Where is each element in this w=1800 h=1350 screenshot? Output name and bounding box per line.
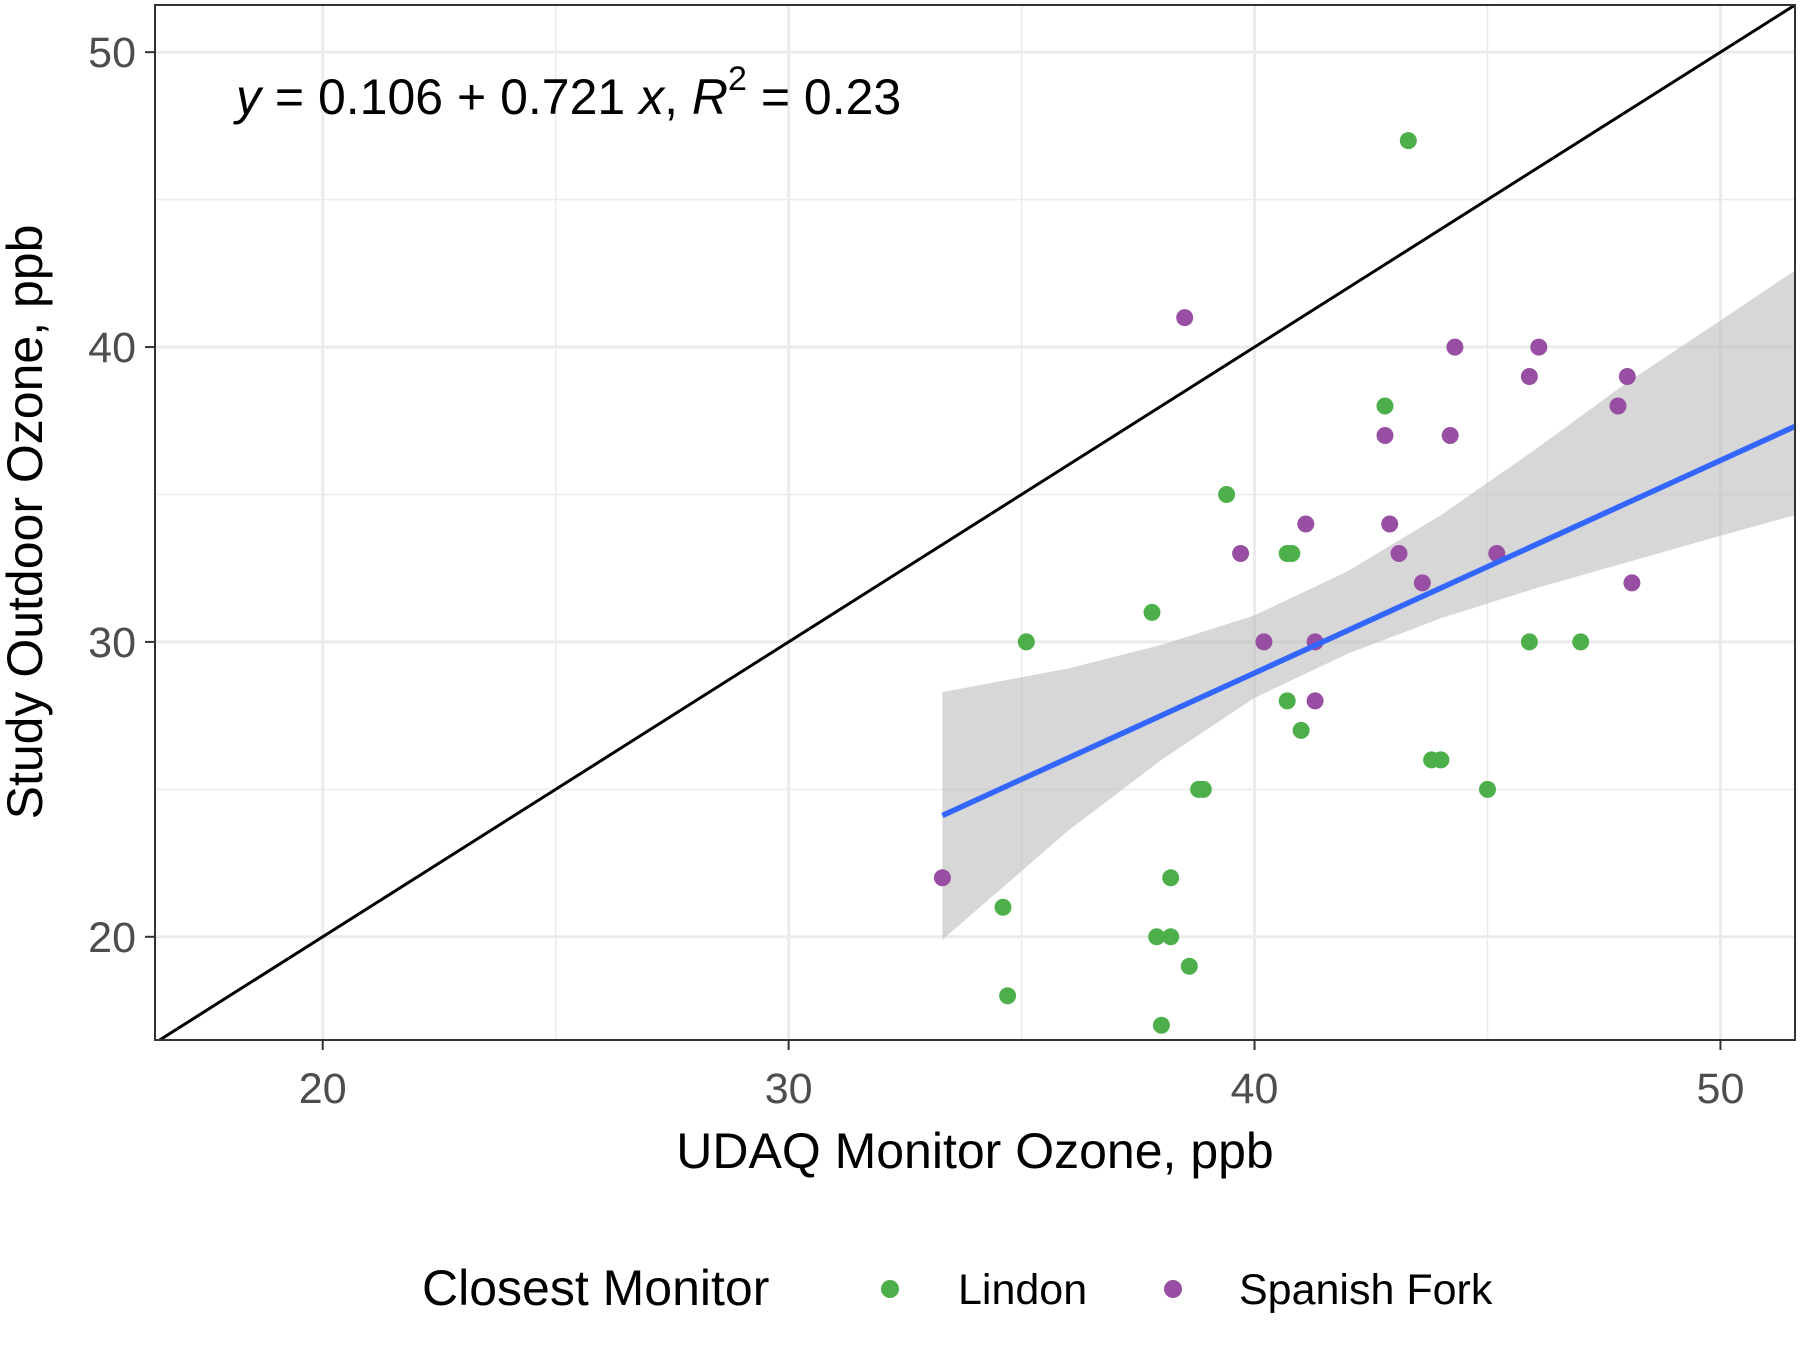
equation-annotation: y = 0.106 + 0.721 x, R2 = 0.23 bbox=[233, 60, 901, 125]
point-lindon bbox=[1180, 957, 1198, 975]
y-axis-title: Study Outdoor Ozone, ppb bbox=[0, 225, 53, 820]
point-spanish-fork bbox=[1390, 545, 1408, 562]
point-spanish-fork bbox=[1520, 368, 1538, 385]
x-tick-label: 20 bbox=[299, 1065, 347, 1113]
point-lindon bbox=[1162, 928, 1180, 946]
point-spanish-fork bbox=[1176, 309, 1194, 327]
point-spanish-fork bbox=[1297, 515, 1315, 533]
y-tick-label: 50 bbox=[88, 29, 136, 77]
point-spanish-fork bbox=[1441, 427, 1459, 444]
point-lindon bbox=[1520, 633, 1538, 651]
point-lindon bbox=[1218, 486, 1236, 503]
x-axis-title: UDAQ Monitor Ozone, ppb bbox=[676, 1123, 1274, 1179]
legend-title: Closest Monitor bbox=[422, 1260, 769, 1316]
point-lindon bbox=[1376, 397, 1394, 415]
point-lindon bbox=[1148, 928, 1166, 946]
x-tick-label: 40 bbox=[1231, 1065, 1279, 1113]
point-spanish-fork bbox=[1413, 574, 1431, 592]
x-tick-label: 50 bbox=[1697, 1065, 1745, 1113]
point-spanish-fork bbox=[1618, 368, 1636, 385]
point-lindon bbox=[994, 898, 1012, 916]
point-lindon bbox=[1194, 780, 1212, 798]
y-tick-label: 20 bbox=[88, 914, 136, 962]
x-tick-label: 30 bbox=[765, 1065, 813, 1113]
point-lindon bbox=[1152, 1016, 1170, 1034]
point-lindon bbox=[1162, 869, 1180, 887]
plot-area bbox=[156, 5, 1795, 1040]
point-lindon bbox=[1278, 692, 1296, 710]
y-tick-label: 30 bbox=[88, 619, 136, 667]
point-spanish-fork bbox=[1232, 545, 1250, 562]
identity-line bbox=[156, 5, 1795, 1040]
plot-border bbox=[154, 4, 1796, 1041]
point-lindon bbox=[1572, 633, 1590, 651]
point-lindon bbox=[1432, 751, 1450, 769]
point-lindon bbox=[1292, 721, 1310, 739]
point-spanish-fork bbox=[1376, 427, 1394, 444]
point-lindon bbox=[1399, 132, 1417, 150]
point-lindon bbox=[1143, 603, 1161, 621]
point-spanish-fork bbox=[1446, 338, 1464, 356]
point-spanish-fork bbox=[1623, 574, 1641, 592]
point-lindon bbox=[1479, 780, 1496, 798]
point-lindon bbox=[1283, 545, 1301, 562]
point-lindon bbox=[1017, 633, 1035, 651]
point-spanish-fork bbox=[1381, 515, 1399, 533]
confidence-band bbox=[942, 270, 1795, 940]
y-tick-label: 40 bbox=[88, 324, 136, 372]
legend-label-spanish-fork: Spanish Fork bbox=[1239, 1266, 1493, 1314]
axes: 20 30 40 50 20 30 40 50 bbox=[88, 29, 1744, 1113]
legend: Closest Monitor Lindon Spanish Fork bbox=[422, 1260, 1493, 1316]
legend-swatch-lindon bbox=[881, 1280, 899, 1298]
point-spanish-fork bbox=[1255, 633, 1273, 651]
point-spanish-fork bbox=[1306, 692, 1324, 710]
regression-line bbox=[941, 423, 1795, 818]
point-lindon bbox=[999, 987, 1017, 1005]
point-spanish-fork bbox=[1609, 397, 1627, 415]
legend-label-lindon: Lindon bbox=[958, 1266, 1087, 1314]
point-spanish-fork bbox=[1530, 338, 1548, 356]
point-spanish-fork bbox=[933, 869, 951, 887]
legend-swatch-spanish-fork bbox=[1164, 1280, 1182, 1298]
